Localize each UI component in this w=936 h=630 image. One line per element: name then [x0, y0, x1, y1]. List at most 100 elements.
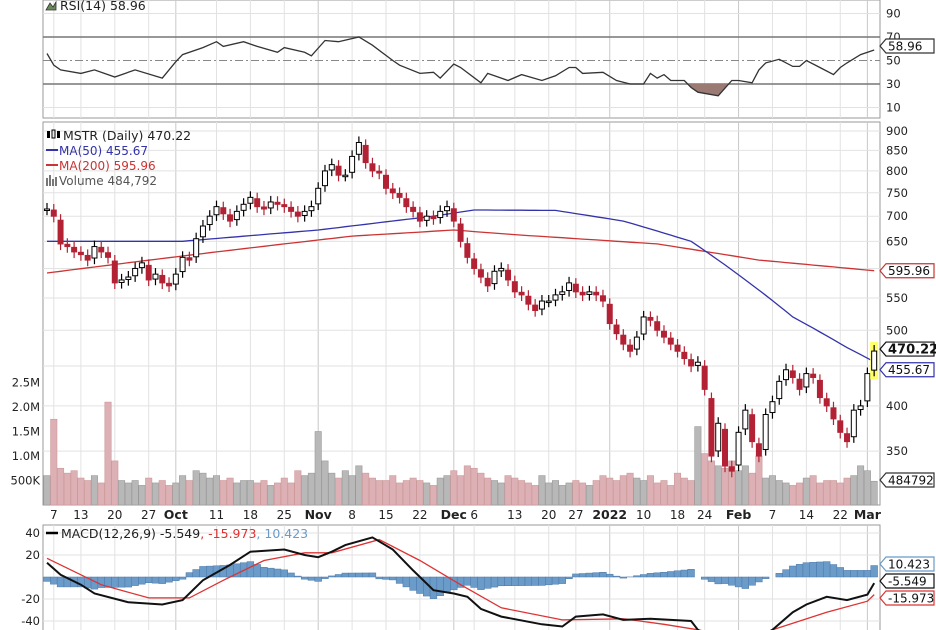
macd-legend-hist: , 10.423 — [256, 526, 308, 541]
volume-bar — [328, 472, 336, 506]
rsi-tick-label: 10 — [886, 101, 901, 115]
volume-bar — [829, 480, 837, 506]
volume-bar — [172, 482, 180, 506]
volume-bar — [782, 482, 790, 506]
volume-bar — [416, 480, 424, 506]
candle-body — [389, 188, 396, 194]
candle — [159, 269, 166, 290]
candle-body — [484, 277, 491, 287]
rsi-value-tag: 58.96 — [879, 38, 935, 54]
candle-body — [559, 291, 566, 295]
volume-tick-label: 2.0M — [12, 400, 40, 414]
candle-body — [199, 225, 206, 238]
candle-body — [864, 373, 871, 402]
price-value-tag-text: 470.22 — [888, 343, 936, 358]
macd-histogram-bar — [436, 576, 444, 596]
candle — [315, 182, 322, 210]
macd-histogram-bar — [863, 570, 872, 578]
volume-bar — [179, 475, 187, 506]
volume-bar — [687, 480, 695, 506]
volume-bar — [260, 480, 268, 506]
candle-body — [179, 256, 186, 273]
candle-body — [654, 321, 661, 331]
candle-body — [77, 251, 84, 256]
volume-bar — [443, 475, 451, 506]
volume-bar — [504, 475, 512, 506]
price-panel — [43, 136, 879, 506]
candle — [328, 158, 335, 177]
ma50-value-tag-text: 455.67 — [888, 363, 930, 377]
ma200-value-tag: 595.96 — [879, 263, 935, 279]
candle-body — [566, 282, 573, 291]
candle — [633, 331, 640, 356]
candle-body — [84, 254, 91, 261]
macd-signal-value-tag-text: -15.973 — [888, 592, 934, 606]
candle-body — [91, 246, 98, 259]
x-tick-label: 25 — [277, 508, 292, 522]
candle-body — [444, 206, 451, 212]
candle-body — [64, 243, 71, 248]
candle-body — [491, 270, 498, 285]
macd-value-tag: -5.549 — [879, 573, 935, 589]
candle — [233, 205, 240, 226]
macd-tick-label: 40 — [25, 526, 40, 540]
main-legend: MSTR (Daily) 470.22 — [63, 128, 191, 143]
macd-histogram-bar — [497, 576, 505, 587]
macd-hist-value-tag-box — [879, 556, 935, 572]
macd-histogram-bar — [755, 576, 763, 583]
volume-bar — [714, 465, 722, 506]
candle-body — [823, 398, 830, 407]
candle — [755, 437, 762, 463]
volume-bar — [104, 401, 112, 506]
price-tick-label: 750 — [886, 186, 908, 200]
volume-bar — [341, 470, 349, 506]
candle — [166, 277, 173, 292]
axes: 7 13 20 27 Oct 11 18 25 Nov 8 15 22 Dec 6 13 20 27 2022 10… — [11, 7, 908, 629]
candle — [803, 367, 810, 394]
candle-body — [71, 246, 78, 253]
macd-histogram-bar — [734, 576, 743, 588]
macd-tick-label: -20 — [21, 592, 40, 606]
candle — [84, 249, 91, 267]
volume-bar — [280, 477, 288, 506]
candle — [430, 210, 437, 225]
volume-bar — [646, 475, 654, 506]
ma200-legend: MA(200) 595.96 — [59, 159, 156, 173]
candle — [91, 240, 98, 265]
candle — [728, 460, 735, 478]
candle-body — [674, 344, 681, 352]
candle — [783, 363, 790, 386]
macd-histogram-bar — [823, 561, 831, 578]
candle-body — [572, 283, 579, 293]
candle — [227, 208, 234, 228]
volume-bar — [748, 472, 756, 506]
macd-histogram-bar — [680, 569, 688, 578]
candle-body — [735, 431, 742, 466]
candle — [498, 262, 505, 278]
candle-body — [294, 211, 301, 217]
candle — [125, 270, 132, 286]
candle-body — [647, 316, 654, 321]
macd-histogram-bar — [185, 572, 194, 578]
candle — [532, 299, 539, 317]
volume-bar — [768, 475, 776, 506]
volume-bar — [409, 477, 417, 506]
candle-body — [98, 246, 105, 253]
volume-bar — [63, 472, 71, 506]
candle-body — [301, 210, 308, 216]
candle-body — [816, 379, 823, 399]
volume-bar — [355, 465, 363, 506]
candle-body — [274, 201, 281, 205]
macd-histogram-bar — [687, 569, 695, 578]
macd-histogram-bar — [836, 567, 844, 578]
candle — [681, 346, 688, 365]
volume-bar — [206, 477, 214, 506]
volume-bar — [619, 475, 627, 506]
macd-histogram-bar — [287, 572, 295, 578]
volume-bar — [226, 477, 234, 506]
macd-histogram-bar — [124, 576, 133, 588]
candle — [44, 202, 50, 216]
candle-body — [186, 257, 193, 261]
volume-bar — [518, 480, 526, 506]
macd-histogram-bar — [375, 576, 383, 580]
